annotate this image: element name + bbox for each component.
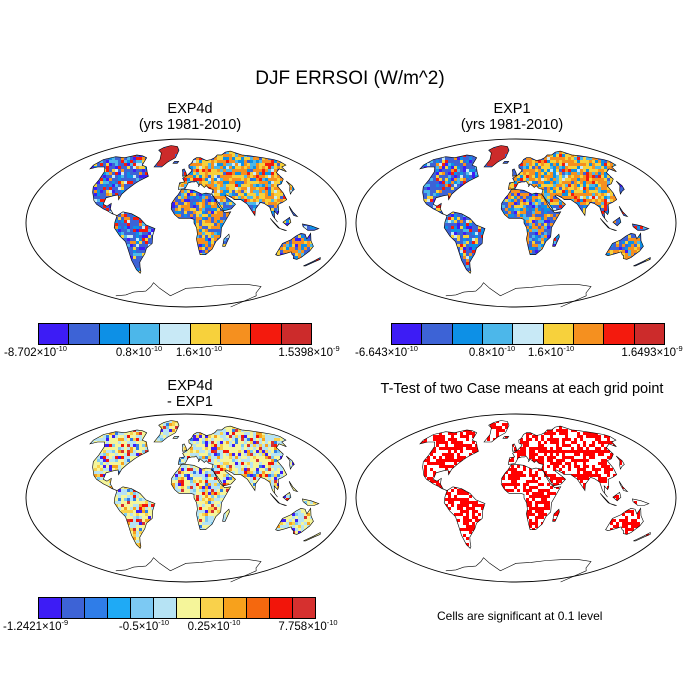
colorbar-swatch [131, 598, 155, 618]
panel1-colorbar [38, 323, 312, 345]
colorbar-swatch [220, 324, 252, 344]
panel2-map [355, 138, 677, 308]
panel1-label-a: 0.8×10-10 [115, 344, 163, 359]
colorbar-swatch [543, 324, 574, 344]
panel4-note: Cells are significant at 0.1 level [437, 609, 603, 623]
panel1-label-b: 1.6×10-10 [175, 344, 223, 359]
panel3-label-b: 0.25×10-10 [187, 618, 241, 633]
panel2-label-max: 1.6493×10-9 [621, 344, 683, 359]
colorbar-swatch [39, 324, 70, 344]
colorbar-swatch [69, 324, 100, 344]
panel2-title-line2: (yrs 1981-2010) [460, 117, 564, 133]
colorbar-swatch [160, 324, 191, 344]
coastlines [419, 420, 651, 583]
panel1-label-min: -8.702×10-10 [4, 344, 67, 359]
map-background [356, 139, 676, 307]
panel2-colorbar [391, 323, 665, 345]
map-frame [355, 138, 677, 308]
colorbar-swatch [99, 324, 130, 344]
panel1-map [25, 138, 347, 308]
panel3-label-max: 7.758×10-10 [278, 618, 338, 633]
panel3-title-line2: - EXP1 [167, 394, 213, 410]
colorbar-swatch [177, 598, 201, 618]
coastlines [89, 420, 321, 583]
colorbar-swatch [129, 324, 161, 344]
colorbar-swatch [292, 598, 315, 618]
coastlines [419, 145, 651, 308]
panel1-title-line2: (yrs 1981-2010) [138, 117, 242, 133]
map-background [356, 414, 676, 582]
colorbar-swatch [154, 598, 178, 618]
panel3-map [25, 413, 347, 583]
map-background [26, 414, 346, 582]
panel3-label-min: -1.2421×10-9 [3, 618, 69, 633]
panel3-label-a: -0.5×10-10 [118, 618, 170, 633]
coastlines [89, 145, 321, 308]
panel4-title-line1: T-Test of two Case means at each grid po… [380, 381, 664, 397]
panel1-title-line1: EXP4d [167, 101, 213, 117]
panel2-label-min: -6.643×10-10 [355, 344, 418, 359]
map-frame [355, 413, 677, 583]
colorbar-swatch [251, 324, 282, 344]
map-background [26, 139, 346, 307]
panel2-title: EXP1 (yrs 1981-2010) [352, 101, 672, 133]
colorbar-swatch [246, 598, 270, 618]
figure-title: DJF ERRSOI (W/m^2) [255, 68, 445, 89]
panel2-label-a: 0.8×10-10 [468, 344, 516, 359]
panel1-label-max: 1.5398×10-9 [278, 344, 340, 359]
panel2-label-b: 1.6×10-10 [527, 344, 575, 359]
colorbar-swatch [108, 598, 132, 618]
panel3-title: EXP4d - EXP1 [30, 378, 350, 410]
colorbar-swatch [39, 598, 63, 618]
colorbar-swatch [573, 324, 605, 344]
panel4-title: T-Test of two Case means at each grid po… [352, 381, 692, 397]
colorbar-swatch [190, 324, 221, 344]
colorbar-swatch [62, 598, 86, 618]
colorbar-swatch [482, 324, 514, 344]
map-cells [91, 420, 319, 549]
panel2-title-line1: EXP1 [493, 101, 531, 117]
colorbar-swatch [392, 324, 423, 344]
panel3-title-line1: EXP4d [167, 378, 213, 394]
colorbar-swatch [85, 598, 109, 618]
colorbar-swatch [269, 598, 293, 618]
map-frame [25, 138, 347, 308]
colorbar-swatch [452, 324, 483, 344]
panel4-map [355, 413, 677, 583]
colorbar-swatch [200, 598, 224, 618]
colorbar-swatch [422, 324, 453, 344]
colorbar-swatch [223, 598, 247, 618]
colorbar-swatch [281, 324, 311, 344]
map-cells [91, 145, 319, 274]
colorbar-swatch [634, 324, 664, 344]
panel3-colorbar [38, 597, 316, 619]
map-frame [25, 413, 347, 583]
panel1-title: EXP4d (yrs 1981-2010) [30, 101, 350, 133]
colorbar-swatch [513, 324, 544, 344]
colorbar-swatch [604, 324, 635, 344]
